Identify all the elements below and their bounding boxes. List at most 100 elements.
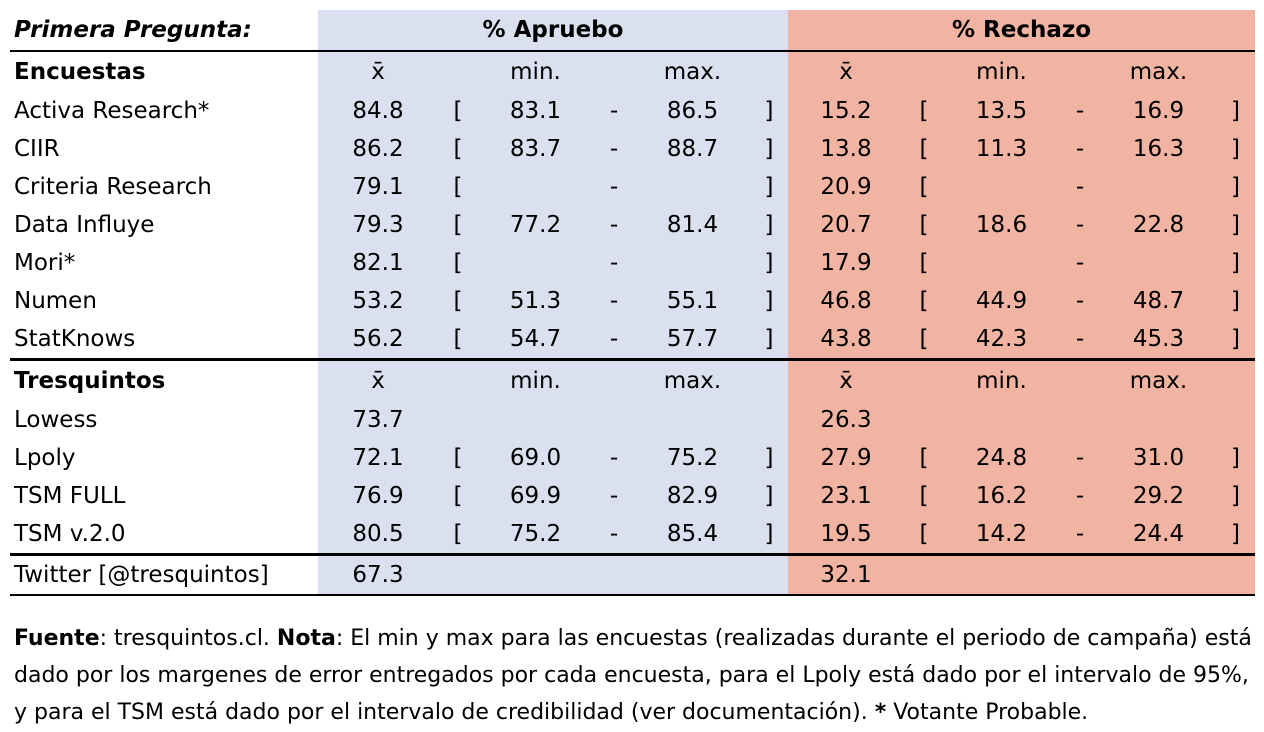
table-row: StatKnows 56.2[54.7-57.7] 43.8[42.3-45.3] — [10, 320, 1256, 360]
row-label: Lpoly — [10, 439, 318, 477]
open-bracket: [ — [904, 320, 944, 360]
row-label: Activa Research* — [10, 92, 318, 130]
max-cell: 16.3 — [1101, 130, 1216, 168]
open-bracket: [ — [438, 320, 478, 360]
close-bracket: ] — [1216, 92, 1256, 130]
spacer-cell — [750, 358, 788, 401]
min-cell: 83.1 — [478, 92, 593, 130]
mean-cell: 72.1 — [318, 439, 438, 477]
column-header: x̄ — [788, 358, 904, 401]
table-row: Activa Research* 84.8[83.1-86.5] 15.2[13.5… — [10, 92, 1256, 130]
fuente-label: Fuente — [14, 626, 100, 651]
max-cell: 45.3 — [1101, 320, 1216, 360]
column-header: x̄ — [318, 50, 438, 92]
dash: - — [1059, 515, 1101, 555]
close-bracket: ] — [750, 92, 788, 130]
dash — [1059, 401, 1101, 439]
mean-cell: 46.8 — [788, 282, 904, 320]
close-bracket: ] — [750, 168, 788, 206]
row-label: Twitter [@tresquintos] — [10, 553, 318, 596]
column-header: max. — [1101, 50, 1216, 92]
min-cell: 13.5 — [944, 92, 1059, 130]
max-cell — [1101, 168, 1216, 206]
open-bracket: [ — [438, 477, 478, 515]
spacer-cell — [438, 358, 478, 401]
min-cell — [944, 168, 1059, 206]
max-cell: 88.7 — [635, 130, 750, 168]
nota-label: Nota — [276, 626, 336, 651]
dash: - — [1059, 477, 1101, 515]
max-cell: 31.0 — [1101, 439, 1216, 477]
apruebo-header: % Apruebo — [318, 10, 788, 51]
mean-cell: 82.1 — [318, 244, 438, 282]
mean-cell: 43.8 — [788, 320, 904, 360]
spacer-cell — [593, 358, 635, 401]
table-row: TSM FULL 76.9[69.9-82.9] 23.1[16.2-29.2] — [10, 477, 1256, 515]
mean-cell: 15.2 — [788, 92, 904, 130]
min-cell: 77.2 — [478, 206, 593, 244]
row-label: Criteria Research — [10, 168, 318, 206]
table-row: CIIR 86.2[83.7-88.7] 13.8[11.3-16.3] — [10, 130, 1256, 168]
mean-cell: 19.5 — [788, 515, 904, 555]
table-row: Lpoly 72.1[69.0-75.2] 27.9[24.8-31.0] — [10, 439, 1256, 477]
min-cell: 44.9 — [944, 282, 1059, 320]
spacer-cell — [1216, 358, 1256, 401]
min-cell — [478, 244, 593, 282]
min-cell: 14.2 — [944, 515, 1059, 555]
close-bracket: ] — [750, 282, 788, 320]
dash: - — [593, 320, 635, 360]
close-bracket: ] — [750, 130, 788, 168]
row-label: Numen — [10, 282, 318, 320]
column-header: max. — [635, 50, 750, 92]
row-label: CIIR — [10, 130, 318, 168]
mean-cell: 79.1 — [318, 168, 438, 206]
dash: - — [593, 244, 635, 282]
dash: - — [593, 168, 635, 206]
spacer-cell — [438, 50, 478, 92]
min-cell: 54.7 — [478, 320, 593, 360]
column-header: x̄ — [318, 358, 438, 401]
column-header: min. — [944, 358, 1059, 401]
spacer-cell — [1059, 50, 1101, 92]
open-bracket: [ — [438, 92, 478, 130]
mean-cell: 23.1 — [788, 477, 904, 515]
section-label: Encuestas — [10, 50, 318, 92]
open-bracket — [438, 401, 478, 439]
mean-cell: 79.3 — [318, 206, 438, 244]
close-bracket — [1216, 401, 1256, 439]
spacer-cell — [593, 50, 635, 92]
open-bracket: [ — [438, 206, 478, 244]
max-cell: 75.2 — [635, 439, 750, 477]
table-row: Numen 53.2[51.3-55.1] 46.8[44.9-48.7] — [10, 282, 1256, 320]
open-bracket: [ — [904, 515, 944, 555]
results-table: Primera Pregunta: % Apruebo % Rechazo En… — [10, 10, 1256, 596]
open-bracket: [ — [438, 130, 478, 168]
nota-text: : El min y max para las encuestas (reali… — [14, 626, 1252, 725]
open-bracket: [ — [904, 439, 944, 477]
mean-cell: 84.8 — [318, 92, 438, 130]
spacer-cell — [1059, 358, 1101, 401]
max-cell: 24.4 — [1101, 515, 1216, 555]
open-bracket: [ — [438, 282, 478, 320]
open-bracket: [ — [904, 477, 944, 515]
rechazo-header: % Rechazo — [788, 10, 1256, 51]
column-header: min. — [478, 50, 593, 92]
max-cell — [635, 401, 750, 439]
row-label: Lowess — [10, 401, 318, 439]
dash: - — [593, 130, 635, 168]
close-bracket: ] — [1216, 168, 1256, 206]
open-bracket: [ — [438, 439, 478, 477]
max-cell: 48.7 — [1101, 282, 1216, 320]
dash: - — [593, 206, 635, 244]
min-cell: 24.8 — [944, 439, 1059, 477]
star-marker: * — [874, 700, 887, 725]
header-row: Primera Pregunta: % Apruebo % Rechazo — [10, 10, 1256, 51]
open-bracket — [904, 401, 944, 439]
mean-cell: 26.3 — [788, 401, 904, 439]
max-cell: 16.9 — [1101, 92, 1216, 130]
max-cell: 55.1 — [635, 282, 750, 320]
open-bracket: [ — [904, 244, 944, 282]
min-cell — [478, 401, 593, 439]
dash: - — [1059, 168, 1101, 206]
mean-cell: 56.2 — [318, 320, 438, 360]
